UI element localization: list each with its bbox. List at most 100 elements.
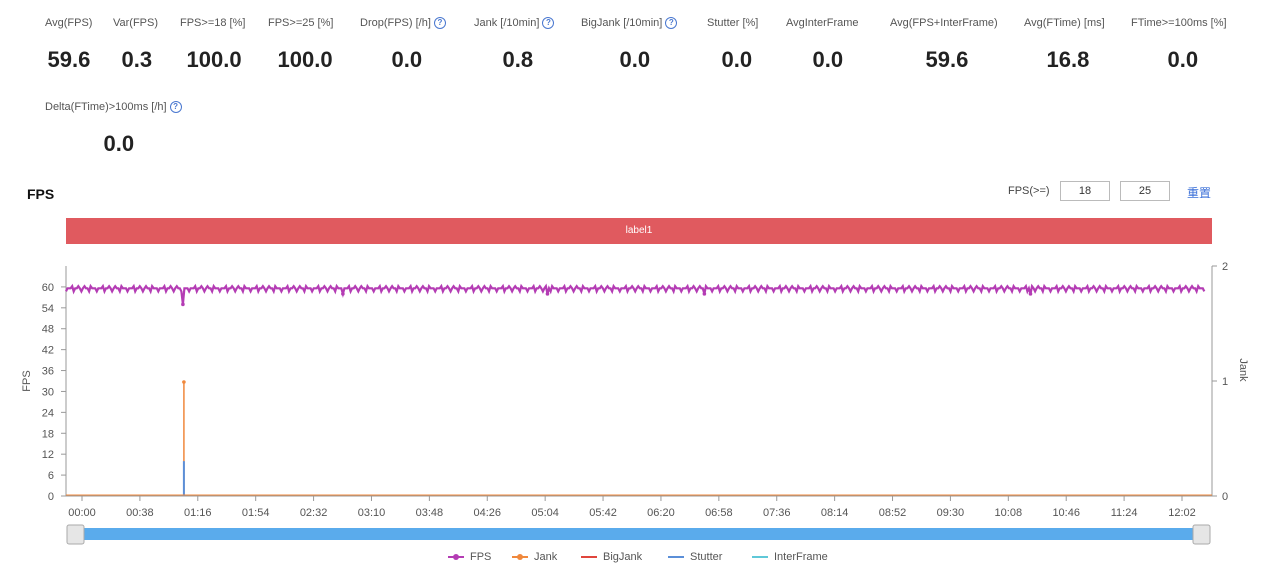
stat-label-text: Jank [/10min] [474,17,540,29]
legend-label: Jank [534,551,558,563]
x-tick-label: 04:26 [473,507,501,519]
legend-swatch [668,556,684,558]
y-axis-title: FPS [21,370,33,391]
stat-6: BigJank [/10min]? 0.0 [581,17,678,72]
fps-dip-point [702,292,707,296]
stat-3: FPS>=25 [%] 100.0 [268,17,333,72]
zoom-handle-right[interactable] [1192,524,1211,545]
stat-10: Avg(FTime) [ms] 16.8 [1024,17,1105,72]
legend-label: BigJank [603,551,643,563]
y-tick-label: 0 [48,491,54,503]
legend-item-jank[interactable]: Jank [512,551,557,563]
label-bar-text: label1 [625,225,653,236]
zoom-handle-left[interactable] [66,524,85,545]
stat-label-text: FPS>=25 [%] [268,17,334,29]
x-tick-label: 03:48 [416,507,444,519]
stat-value: 0.3 [121,47,153,72]
stat-label: FTime>=100ms [%] [1131,17,1227,29]
stat-label-text: Drop(FPS) [/h] [360,17,431,29]
stat-label-text: FPS>=18 [%] [180,17,246,29]
stat-7: Stutter [%] 0.0 [707,17,759,72]
stat-value: 0.0 [619,47,651,72]
y-tick-label: 12 [42,449,54,461]
x-tick-label: 06:20 [647,507,675,519]
legend-dot [453,554,459,560]
fps-threshold-input-1[interactable]: 18 [1060,181,1110,201]
y-tick-label: 18 [42,428,54,440]
fps-line [65,283,1206,305]
stat-label-text: Delta(FTime)>100ms [/h] [45,101,167,113]
stat-label-text: Avg(FPS+InterFrame) [890,17,998,29]
legend-item-interframe[interactable]: InterFrame [752,551,828,563]
x-tick-label: 02:32 [300,507,328,519]
info-icon[interactable]: ? [433,17,446,29]
stat-label: FPS>=25 [%] [268,17,333,29]
stat-2: FPS>=18 [%] 100.0 [180,17,245,72]
x-tick-label: 05:42 [589,507,617,519]
stat-value: 16.8 [1046,47,1090,72]
y-tick-label: 6 [48,470,54,482]
stat-value: 0.0 [812,47,844,72]
legend-swatch [581,556,597,558]
y-tick-label: 36 [42,366,54,378]
x-tick-label: 05:04 [531,507,559,519]
reset-button[interactable]: 重置 [1187,186,1212,200]
stat-value: 0.0 [103,131,135,156]
x-tick-label: 10:46 [1052,507,1080,519]
legend-item-fps[interactable]: FPS [448,551,491,563]
legend-swatch [448,554,464,560]
stat-label: Drop(FPS) [/h]? [360,17,446,29]
stat-label: Delta(FTime)>100ms [/h]? [45,101,182,113]
x-tick-label: 01:54 [242,507,270,519]
fps-threshold-label: FPS(>=) [1008,185,1050,197]
stat-label-text: Avg(FPS) [45,17,93,29]
stat-label-text: Avg(FTime) [ms] [1024,17,1105,29]
stat-label-text: FTime>=100ms [%] [1131,17,1227,29]
stat-value: 0.8 [502,47,534,72]
label-bar: label1 [66,218,1212,244]
stat-value: 0.0 [1167,47,1199,72]
stat-label: Jank [/10min]? [474,17,555,29]
y-tick-label: 54 [42,303,54,315]
stat-5: Jank [/10min]? 0.8 [474,17,555,72]
fps-dip-point [341,292,345,296]
stat-label: AvgInterFrame [786,17,859,29]
stat-0: Avg(FPS) 59.6 [45,17,92,72]
info-icon[interactable]: ? [542,17,555,29]
stat-label: Var(FPS) [113,17,158,29]
x-tick-label: 00:38 [126,507,154,519]
stat-value: 100.0 [186,47,242,72]
x-tick-label: 06:58 [705,507,733,519]
y2-tick-label: 1 [1222,376,1228,388]
legend-item-bigjank[interactable]: BigJank [581,551,642,563]
x-tick-label: 00:00 [68,507,96,519]
legend-item-stutter[interactable]: Stutter [668,551,722,563]
fps-dip-point [181,302,185,307]
stat-label: FPS>=18 [%] [180,17,245,29]
stat-label-text: Stutter [%] [707,17,759,29]
stat-4: Drop(FPS) [/h]? 0.0 [360,17,446,72]
stat-label: BigJank [/10min]? [581,17,678,29]
stat-label: Avg(FPS+InterFrame) [890,17,998,29]
stat-9: Avg(FPS+InterFrame) 59.6 [890,17,998,72]
fps-threshold-input-2[interactable]: 25 [1120,181,1170,201]
x-tick-label: 01:16 [184,507,212,519]
stat-value: 59.6 [925,47,969,72]
x-tick-label: 08:14 [821,507,849,519]
stat-label: Avg(FPS) [45,17,92,29]
stat-value: 100.0 [277,47,333,72]
legend-dot [517,554,523,560]
stat-value: 0.0 [391,47,423,72]
legend-label: FPS [470,551,492,563]
info-icon[interactable]: ? [665,17,678,29]
stat-value: 0.0 [721,47,753,72]
stat-label: Avg(FTime) [ms] [1024,17,1105,29]
legend-swatch [512,554,528,560]
fps-dip-point [545,292,550,296]
stat-label-text: Var(FPS) [113,17,159,29]
x-tick-label: 11:24 [1111,507,1138,519]
x-tick-label: 09:30 [937,507,965,519]
legend-label: Stutter [690,551,723,563]
info-icon[interactable]: ? [169,101,182,113]
